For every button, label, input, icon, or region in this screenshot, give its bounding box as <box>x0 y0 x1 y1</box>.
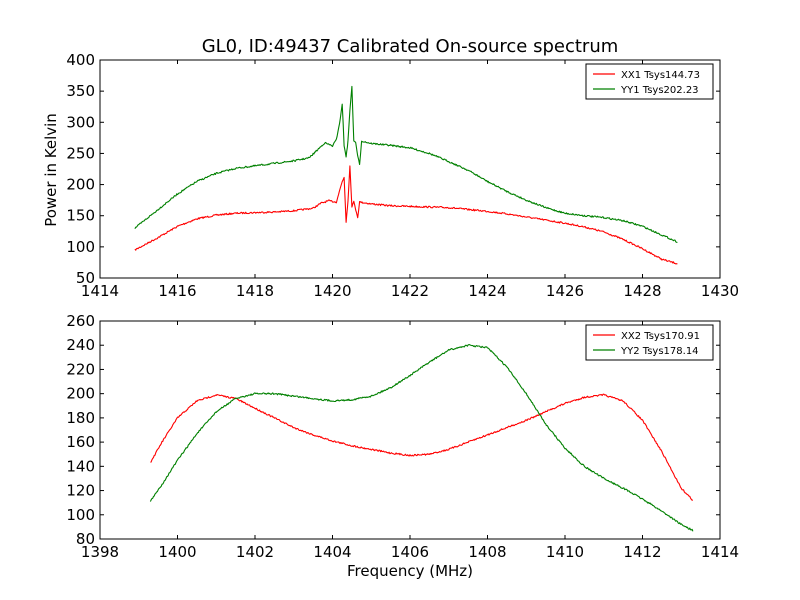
top-legend-label-1: XX1 Tsys144.73 <box>621 70 700 81</box>
top-y-tick-label: 50 <box>76 269 95 287</box>
top-y-tick-label: 200 <box>66 176 95 194</box>
top-y-tick-label: 400 <box>66 51 95 69</box>
bottom-x-tick-label: 1404 <box>313 543 351 561</box>
top-x-tick-label: 1420 <box>313 282 351 300</box>
bottom-plot-panel: 1398 1400 1402 1404 1406 1408 1410 1412 1414 80 10… <box>66 312 739 561</box>
y-axis-title: Power in Kelvin <box>42 113 60 227</box>
top-legend-label-2: YY1 Tsys202.23 <box>620 85 699 96</box>
top-y-tick-label: 150 <box>66 207 95 225</box>
bottom-y-tick-label: 200 <box>66 385 95 403</box>
figure-title: GL0, ID:49437 Calibrated On-source spect… <box>202 36 619 57</box>
top-legend-box <box>585 63 714 100</box>
bottom-y-tick-label: 80 <box>76 530 95 548</box>
top-x-tick-label: 1424 <box>468 282 506 300</box>
bottom-x-tick-label: 1414 <box>701 543 739 561</box>
bottom-y-tick-label: 120 <box>66 482 95 500</box>
bottom-y-tick-label: 100 <box>66 506 95 524</box>
bottom-legend-label-2: YY2 Tsys178.14 <box>620 346 699 357</box>
bottom-x-tick-label: 1408 <box>468 543 506 561</box>
bottom-x-tick-label: 1400 <box>158 543 196 561</box>
top-x-tick-label: 1416 <box>158 282 196 300</box>
top-x-tick-label: 1422 <box>391 282 429 300</box>
top-series-line-2 <box>134 85 678 243</box>
top-x-tick-label: 1426 <box>546 282 584 300</box>
top-y-tick-label: 100 <box>66 238 95 256</box>
top-y-tick-label: 350 <box>66 82 95 100</box>
bottom-series-line-2 <box>149 344 694 532</box>
bottom-legend-box <box>585 324 714 361</box>
bottom-y-tick-label: 180 <box>66 409 95 427</box>
top-series-line-1 <box>134 165 678 265</box>
top-x-tick-label: 1428 <box>623 282 661 300</box>
bottom-y-tick-label: 140 <box>66 457 95 475</box>
top-x-tick-label: 1430 <box>701 282 739 300</box>
bottom-y-tick-label: 160 <box>66 433 95 451</box>
bottom-x-tick-label: 1406 <box>391 543 429 561</box>
top-y-tick-label: 250 <box>66 144 95 162</box>
top-y-tick-label: 300 <box>66 113 95 131</box>
bottom-x-tick-label: 1402 <box>236 543 274 561</box>
bottom-series-line-1 <box>150 393 693 501</box>
bottom-x-tick-label: 1412 <box>623 543 661 561</box>
bottom-x-tick-label: 1410 <box>546 543 584 561</box>
top-x-tick-label: 1418 <box>236 282 274 300</box>
x-axis-title: Frequency (MHz) <box>347 562 473 580</box>
bottom-y-tick-label: 220 <box>66 360 95 378</box>
bottom-legend-label-1: XX2 Tsys170.91 <box>621 331 700 342</box>
top-x-tick-label: 1414 <box>81 282 119 300</box>
bottom-y-tick-label: 260 <box>66 312 95 330</box>
bottom-x-tick-label: 1398 <box>81 543 119 561</box>
top-plot-panel: 1414 1416 1418 1420 1422 1424 1426 1428 1430 50 10… <box>66 51 739 300</box>
bottom-y-tick-label: 240 <box>66 336 95 354</box>
